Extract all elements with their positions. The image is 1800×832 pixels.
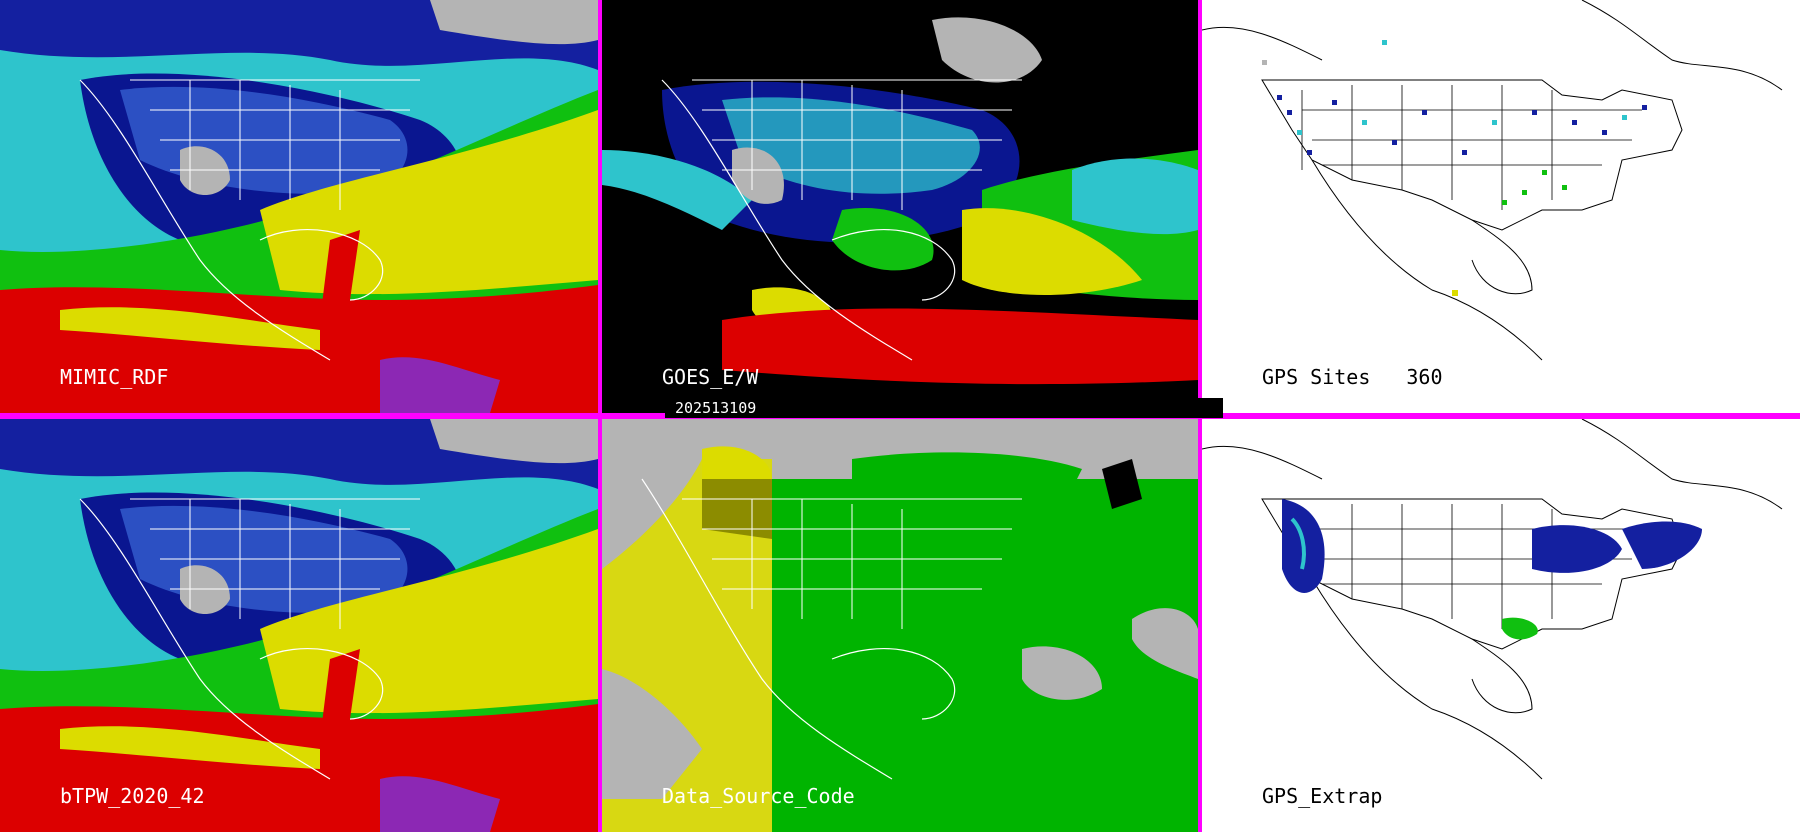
panel-label: GPS_Extrap	[1262, 784, 1383, 808]
gps-extrap-map	[1202, 419, 1800, 832]
mimic-rdf-map	[0, 0, 598, 413]
mimic-rdf-panel: MIMIC_RDF	[0, 0, 598, 413]
panel-label: GPS Sites 360	[1262, 365, 1443, 389]
btpw-panel: bTPW_2020_42	[0, 419, 598, 832]
gps-sites-map	[1202, 0, 1800, 413]
goes-ew-map	[602, 0, 1198, 413]
gps-extrap-panel: GPS_Extrap	[1202, 419, 1800, 832]
btpw-map	[0, 419, 598, 832]
panel-label: MIMIC_RDF	[60, 365, 169, 389]
panel-label: bTPW_2020_42	[60, 784, 205, 808]
data-source-code-map	[602, 419, 1198, 832]
data-source-code-panel: Data_Source_Code	[602, 419, 1198, 832]
timestamp-banner: 202513109	[665, 398, 1223, 418]
gps-sites-title: GPS Sites	[1262, 365, 1371, 389]
gps-sites-count: 360	[1406, 365, 1443, 389]
panel-label: GOES_E/W	[662, 365, 759, 389]
gps-site-markers	[1262, 40, 1647, 296]
panel-label: Data_Source_Code	[662, 784, 855, 808]
goes-ew-panel: GOES_E/W	[602, 0, 1198, 413]
gps-sites-panel: GPS Sites 360	[1202, 0, 1800, 413]
